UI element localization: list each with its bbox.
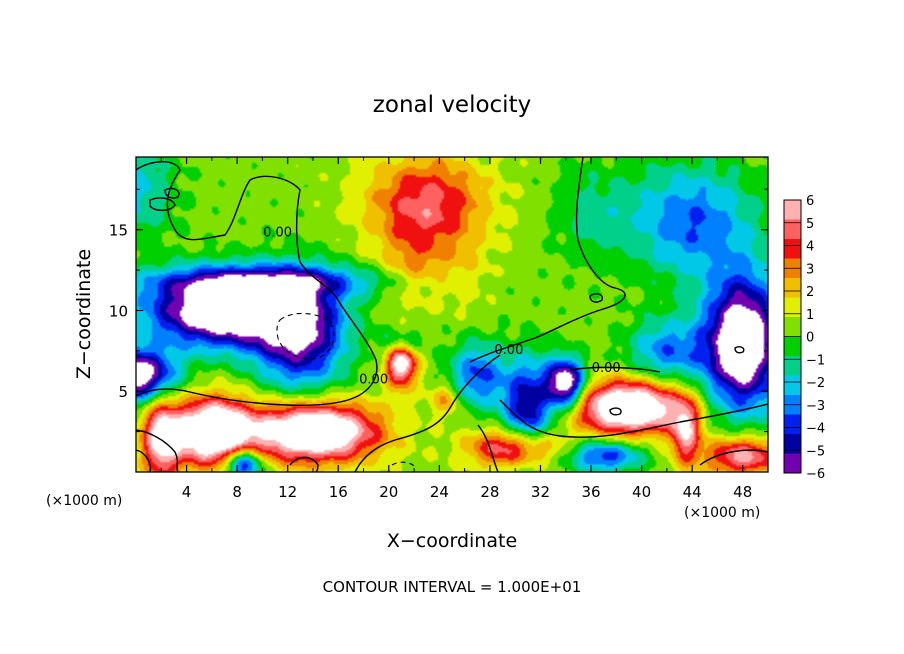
contour-label: 0.00: [359, 372, 388, 387]
colorbar-label: 5: [806, 217, 814, 232]
heatmap-field: 0.00 0.00 0.00 0.00: [136, 157, 768, 472]
x-unit-right: (×1000 m): [684, 505, 760, 521]
x-tick-label: 36: [581, 483, 600, 501]
x-tick-label: 20: [379, 483, 398, 501]
contour-line: [136, 161, 378, 406]
colorbar-label: −2: [806, 376, 825, 391]
contour-line: [477, 424, 499, 472]
colorbar-label: 3: [806, 262, 814, 277]
colorbar-label: −4: [806, 422, 825, 437]
contour-line: [589, 293, 603, 303]
colorbar-labels: 6 5 4 3 2 1 0 −1 −2 −3 −4 −5 −6: [784, 194, 825, 482]
colorbar-label: 0: [806, 331, 814, 346]
contour-line: [149, 197, 176, 212]
colorbar-swatch: [784, 219, 801, 240]
contour-line: [499, 399, 768, 438]
colorbar-label: 6: [806, 194, 814, 209]
colorbar-swatch: [784, 356, 801, 376]
y-axis-ticks: 5 10 15: [109, 188, 768, 433]
colorbar-label: −5: [806, 444, 825, 459]
colorbar-label: 4: [806, 240, 814, 255]
contour-line: [136, 429, 179, 472]
x-tick-label: 24: [430, 483, 449, 501]
x-tick-label: 32: [531, 483, 550, 501]
zero-contours: [136, 157, 768, 472]
contour-line: [734, 346, 745, 354]
contour-line: [699, 449, 768, 466]
plot-frame: [135, 156, 769, 473]
contour-line-dashed: [391, 461, 417, 469]
colorbar-label: −6: [806, 467, 825, 482]
colorbar-swatch: [784, 200, 801, 220]
colorbar-swatch: [784, 297, 801, 318]
x-tick-label: 4: [182, 483, 192, 501]
colorbar-label: 1: [806, 308, 814, 323]
contour-line: [609, 407, 622, 416]
y-tick-label: 5: [118, 383, 128, 401]
colorbar-swatch: [784, 278, 801, 298]
colorbar-swatch: [784, 434, 801, 454]
colorbar-swatch: [784, 414, 801, 435]
colorbar-label: −1: [806, 353, 825, 368]
x-tick-label: 28: [480, 483, 499, 501]
contour-label: 0.00: [592, 361, 621, 376]
x-tick-label: 48: [733, 483, 752, 501]
colorbar-swatch: [784, 239, 801, 259]
x-axis-label: X−coordinate: [387, 530, 517, 552]
colorbar-swatch: [784, 317, 801, 337]
contour-line: [164, 187, 180, 199]
colorbar-label: −3: [806, 399, 825, 414]
x-tick-label: 12: [278, 483, 297, 501]
contour-labels: 0.00 0.00 0.00 0.00: [263, 225, 621, 387]
x-tick-label: 44: [683, 483, 702, 501]
x-unit-left: (×1000 m): [46, 493, 122, 509]
contour-line: [469, 157, 626, 363]
chart-title: zonal velocity: [373, 92, 531, 118]
y-axis-label: Z−coordinate: [73, 249, 95, 379]
velocity-field-image: [136, 157, 768, 472]
contour-label: 0.00: [263, 225, 292, 240]
contour-line: [569, 366, 661, 373]
x-tick-label: 40: [632, 483, 651, 501]
x-axis-ticks: 4 8 12 16 20 24 28 32 36 40 44 48: [160, 157, 752, 501]
contour-line: [136, 449, 152, 472]
contour-interval-note: CONTOUR INTERVAL = 1.000E+01: [323, 578, 582, 596]
colorbar-swatch: [784, 453, 801, 474]
colorbar-swatch: [784, 375, 801, 396]
y-tick-label: 15: [109, 222, 128, 240]
contour-label: 0.00: [494, 343, 523, 358]
contour-line-dashed: [276, 312, 335, 360]
colorbar-swatch: [784, 336, 801, 357]
y-tick-label: 10: [109, 302, 128, 320]
x-tick-label: 16: [329, 483, 348, 501]
contour-line: [354, 354, 501, 472]
x-tick-label: 8: [232, 483, 242, 501]
colorbar-label: 2: [806, 285, 814, 300]
